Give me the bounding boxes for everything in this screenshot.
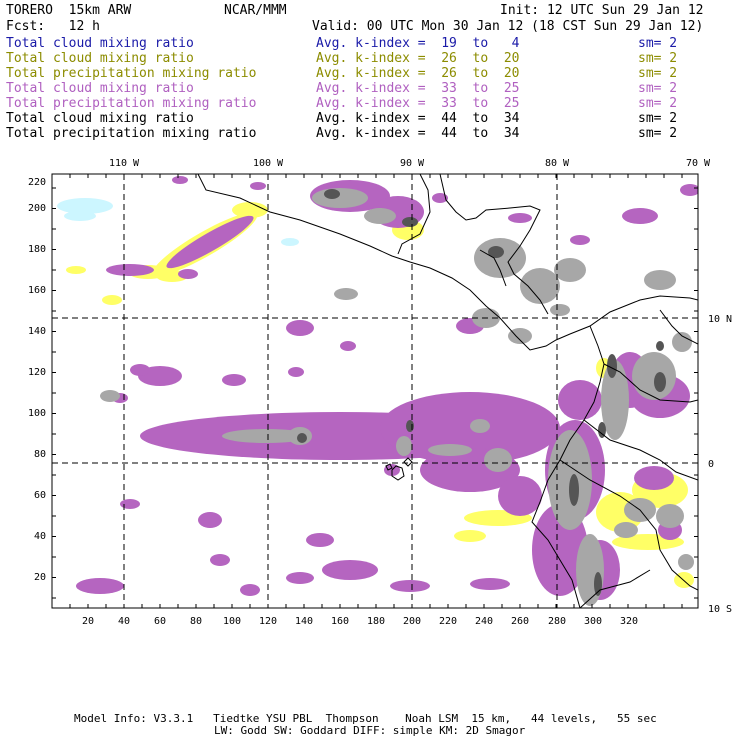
- legend-smoothing: sm= 2: [638, 66, 678, 81]
- legend-smoothing: sm= 2: [638, 51, 678, 66]
- y-tick-label: 220: [28, 177, 46, 188]
- fields-layer: [52, 174, 698, 608]
- y-tick-label: 200: [28, 203, 46, 214]
- forecast-hour: Fcst: 12 h: [6, 19, 100, 34]
- x-tick-label: 300: [584, 616, 602, 627]
- y-tick-label: 160: [28, 285, 46, 296]
- y-tick-label: 60: [34, 490, 46, 501]
- y-tick-label: 80: [34, 449, 46, 460]
- x-tick-label: 180: [367, 616, 385, 627]
- legend-smoothing: sm= 2: [638, 96, 678, 111]
- physics-info: LW: Godd SW: Goddard DIFF: simple KM: 2D…: [214, 724, 526, 737]
- x-tick-label: 100: [223, 616, 241, 627]
- lat-label: 0: [708, 459, 714, 470]
- y-tick-label: 140: [28, 326, 46, 337]
- lon-label: 100 W: [253, 158, 284, 169]
- legend-smoothing: sm= 2: [638, 126, 678, 141]
- x-tick-label: 320: [620, 616, 638, 627]
- legend-row: Total cloud mixing ratio Avg. k-index = …: [6, 111, 736, 126]
- y-tick-label: 180: [28, 244, 46, 255]
- valid-time: Valid: 00 UTC Mon 30 Jan 12 (18 CST Sun …: [312, 19, 704, 34]
- lon-label: 70 W: [686, 158, 711, 169]
- init-time: Init: 12 UTC Sun 29 Jan 12: [500, 3, 704, 18]
- x-tick-label: 200: [403, 616, 421, 627]
- legend-field: Total cloud mixing ratio: [6, 111, 194, 126]
- forecast-map: 110 W 100 W 90 W 80 W 70 W 10 N 0 10 S 2…: [0, 150, 740, 630]
- x-tick-label: 140: [295, 616, 313, 627]
- axis-ticks: [52, 174, 698, 608]
- legend-row: Total precipitation mixing ratio Avg. k-…: [6, 126, 736, 141]
- x-tick-label: 40: [118, 616, 130, 627]
- legend-kindex: Avg. k-index = 19 to 4: [316, 36, 520, 51]
- gray-cloud-field: [100, 188, 694, 606]
- legend-kindex: Avg. k-index = 33 to 25: [316, 81, 520, 96]
- legend-row: Total precipitation mixing ratio Avg. k-…: [6, 96, 736, 111]
- x-tick-label: 240: [475, 616, 493, 627]
- x-tick-label: 60: [154, 616, 166, 627]
- map-canvas: 110 W 100 W 90 W 80 W 70 W 10 N 0 10 S 2…: [28, 158, 732, 627]
- lat-label: 10 N: [708, 314, 732, 325]
- y-tick-label: 20: [34, 572, 46, 583]
- legend-kindex: Avg. k-index = 44 to 34: [316, 111, 520, 126]
- lon-label: 80 W: [545, 158, 570, 169]
- legend-row: Total cloud mixing ratio Avg. k-index = …: [6, 36, 736, 51]
- y-tick-label: 100: [28, 408, 46, 419]
- legend-field: Total cloud mixing ratio: [6, 81, 194, 96]
- cyan-cloud-field: [57, 198, 299, 246]
- center-name: NCAR/MMM: [224, 3, 287, 18]
- legend-field: Total precipitation mixing ratio: [6, 126, 257, 141]
- x-tick-label: 120: [259, 616, 277, 627]
- legend-field: Total cloud mixing ratio: [6, 51, 194, 66]
- legend-kindex: Avg. k-index = 33 to 25: [316, 96, 520, 111]
- model-info: Model Info: V3.3.1 Tiedtke YSU PBL Thomp…: [74, 712, 657, 725]
- legend-kindex: Avg. k-index = 44 to 34: [316, 126, 520, 141]
- x-tick-label: 260: [511, 616, 529, 627]
- x-tick-label: 280: [548, 616, 566, 627]
- legend-kindex: Avg. k-index = 26 to 20: [316, 66, 520, 81]
- lon-label: 90 W: [400, 158, 425, 169]
- legend-kindex: Avg. k-index = 26 to 20: [316, 51, 520, 66]
- x-tick-label: 80: [190, 616, 202, 627]
- legend-row: Total cloud mixing ratio Avg. k-index = …: [6, 81, 736, 96]
- model-name: TORERO 15km ARW: [6, 3, 132, 18]
- legend-row: Total cloud mixing ratio Avg. k-index = …: [6, 51, 736, 66]
- legend-smoothing: sm= 2: [638, 81, 678, 96]
- x-tick-label: 160: [331, 616, 349, 627]
- legend-row: Total precipitation mixing ratio Avg. k-…: [6, 66, 736, 81]
- legend-smoothing: sm= 2: [638, 36, 678, 51]
- legend-field: Total precipitation mixing ratio: [6, 96, 257, 111]
- legend-field: Total precipitation mixing ratio: [6, 66, 257, 81]
- graticule: [52, 174, 698, 608]
- y-tick-label: 120: [28, 367, 46, 378]
- lon-label: 110 W: [109, 158, 140, 169]
- lat-label: 10 S: [708, 604, 732, 615]
- y-tick-label: 40: [34, 531, 46, 542]
- dark-cloud-cores: [297, 189, 666, 596]
- plot-frame: [51, 173, 699, 609]
- x-tick-label: 220: [439, 616, 457, 627]
- legend-field: Total cloud mixing ratio: [6, 36, 194, 51]
- purple-precip-field: [76, 176, 698, 600]
- legend-smoothing: sm= 2: [638, 111, 678, 126]
- x-tick-label: 20: [82, 616, 94, 627]
